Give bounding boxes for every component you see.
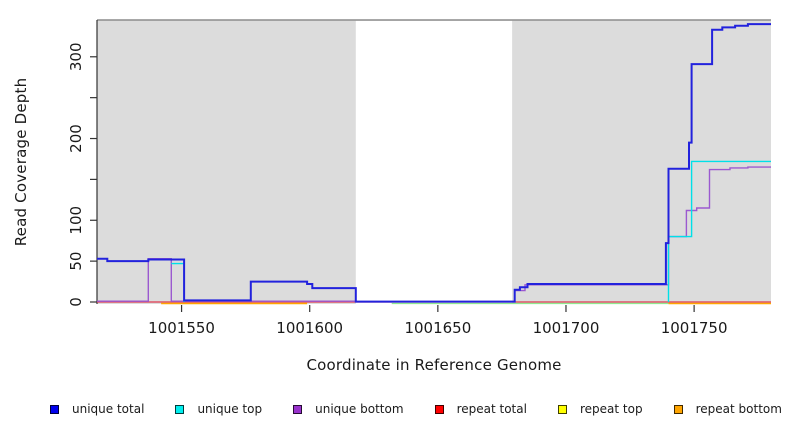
y-tick-label: 200 — [67, 124, 85, 153]
legend-label-repeat-total: repeat total — [456, 402, 527, 416]
y-axis-title: Read Coverage Depth — [12, 77, 30, 247]
legend-swatch-unique-total-icon — [50, 404, 59, 414]
chart-legend: unique total unique top unique bottom repea… — [50, 399, 782, 419]
x-axis-title: Coordinate in Reference Genome — [306, 356, 562, 374]
series-unique-top-line — [667, 160, 771, 302]
y-tick-label: 50 — [67, 252, 85, 271]
x-tick-label: 1001550 — [148, 319, 215, 337]
legend-item-unique-top: unique top — [175, 402, 262, 416]
legend-item-repeat-total: repeat total — [434, 402, 527, 416]
legend-label-repeat-top: repeat top — [579, 402, 643, 416]
legend-item-repeat-bottom: repeat bottom — [673, 402, 782, 416]
x-tick-label: 1001700 — [533, 319, 600, 337]
legend-label-unique-total: unique total — [72, 402, 145, 416]
coverage-plot: 0 50 100 200 300 1001550 1001600 1001650 1001700… — [67, 19, 771, 337]
legend-label-unique-top: unique top — [197, 402, 263, 416]
legend-swatch-unique-bottom-icon — [293, 404, 303, 414]
y-tick-label: 100 — [67, 206, 85, 235]
legend-label-repeat-bottom: repeat bottom — [695, 402, 782, 416]
x-tick-label: 1001650 — [404, 319, 471, 337]
legend-swatch-repeat-total-icon — [434, 404, 444, 414]
series-unique-total-line — [97, 23, 771, 303]
legend-label-unique-bottom: unique bottom — [315, 402, 404, 416]
masked-region — [355, 20, 513, 305]
legend-swatch-repeat-top-icon — [557, 404, 567, 414]
legend-swatch-unique-top-icon — [175, 404, 185, 414]
x-tick-label: 1001600 — [276, 319, 343, 337]
y-tick-label: 0 — [67, 297, 85, 307]
legend-item-unique-bottom: unique bottom — [293, 402, 404, 416]
x-tick-label: 1001750 — [661, 319, 728, 337]
legend-item-repeat-top: repeat top — [557, 402, 643, 416]
legend-swatch-repeat-bottom-icon — [673, 404, 683, 414]
y-tick-label: 300 — [67, 42, 85, 71]
legend-item-unique-total: unique total — [50, 402, 144, 416]
